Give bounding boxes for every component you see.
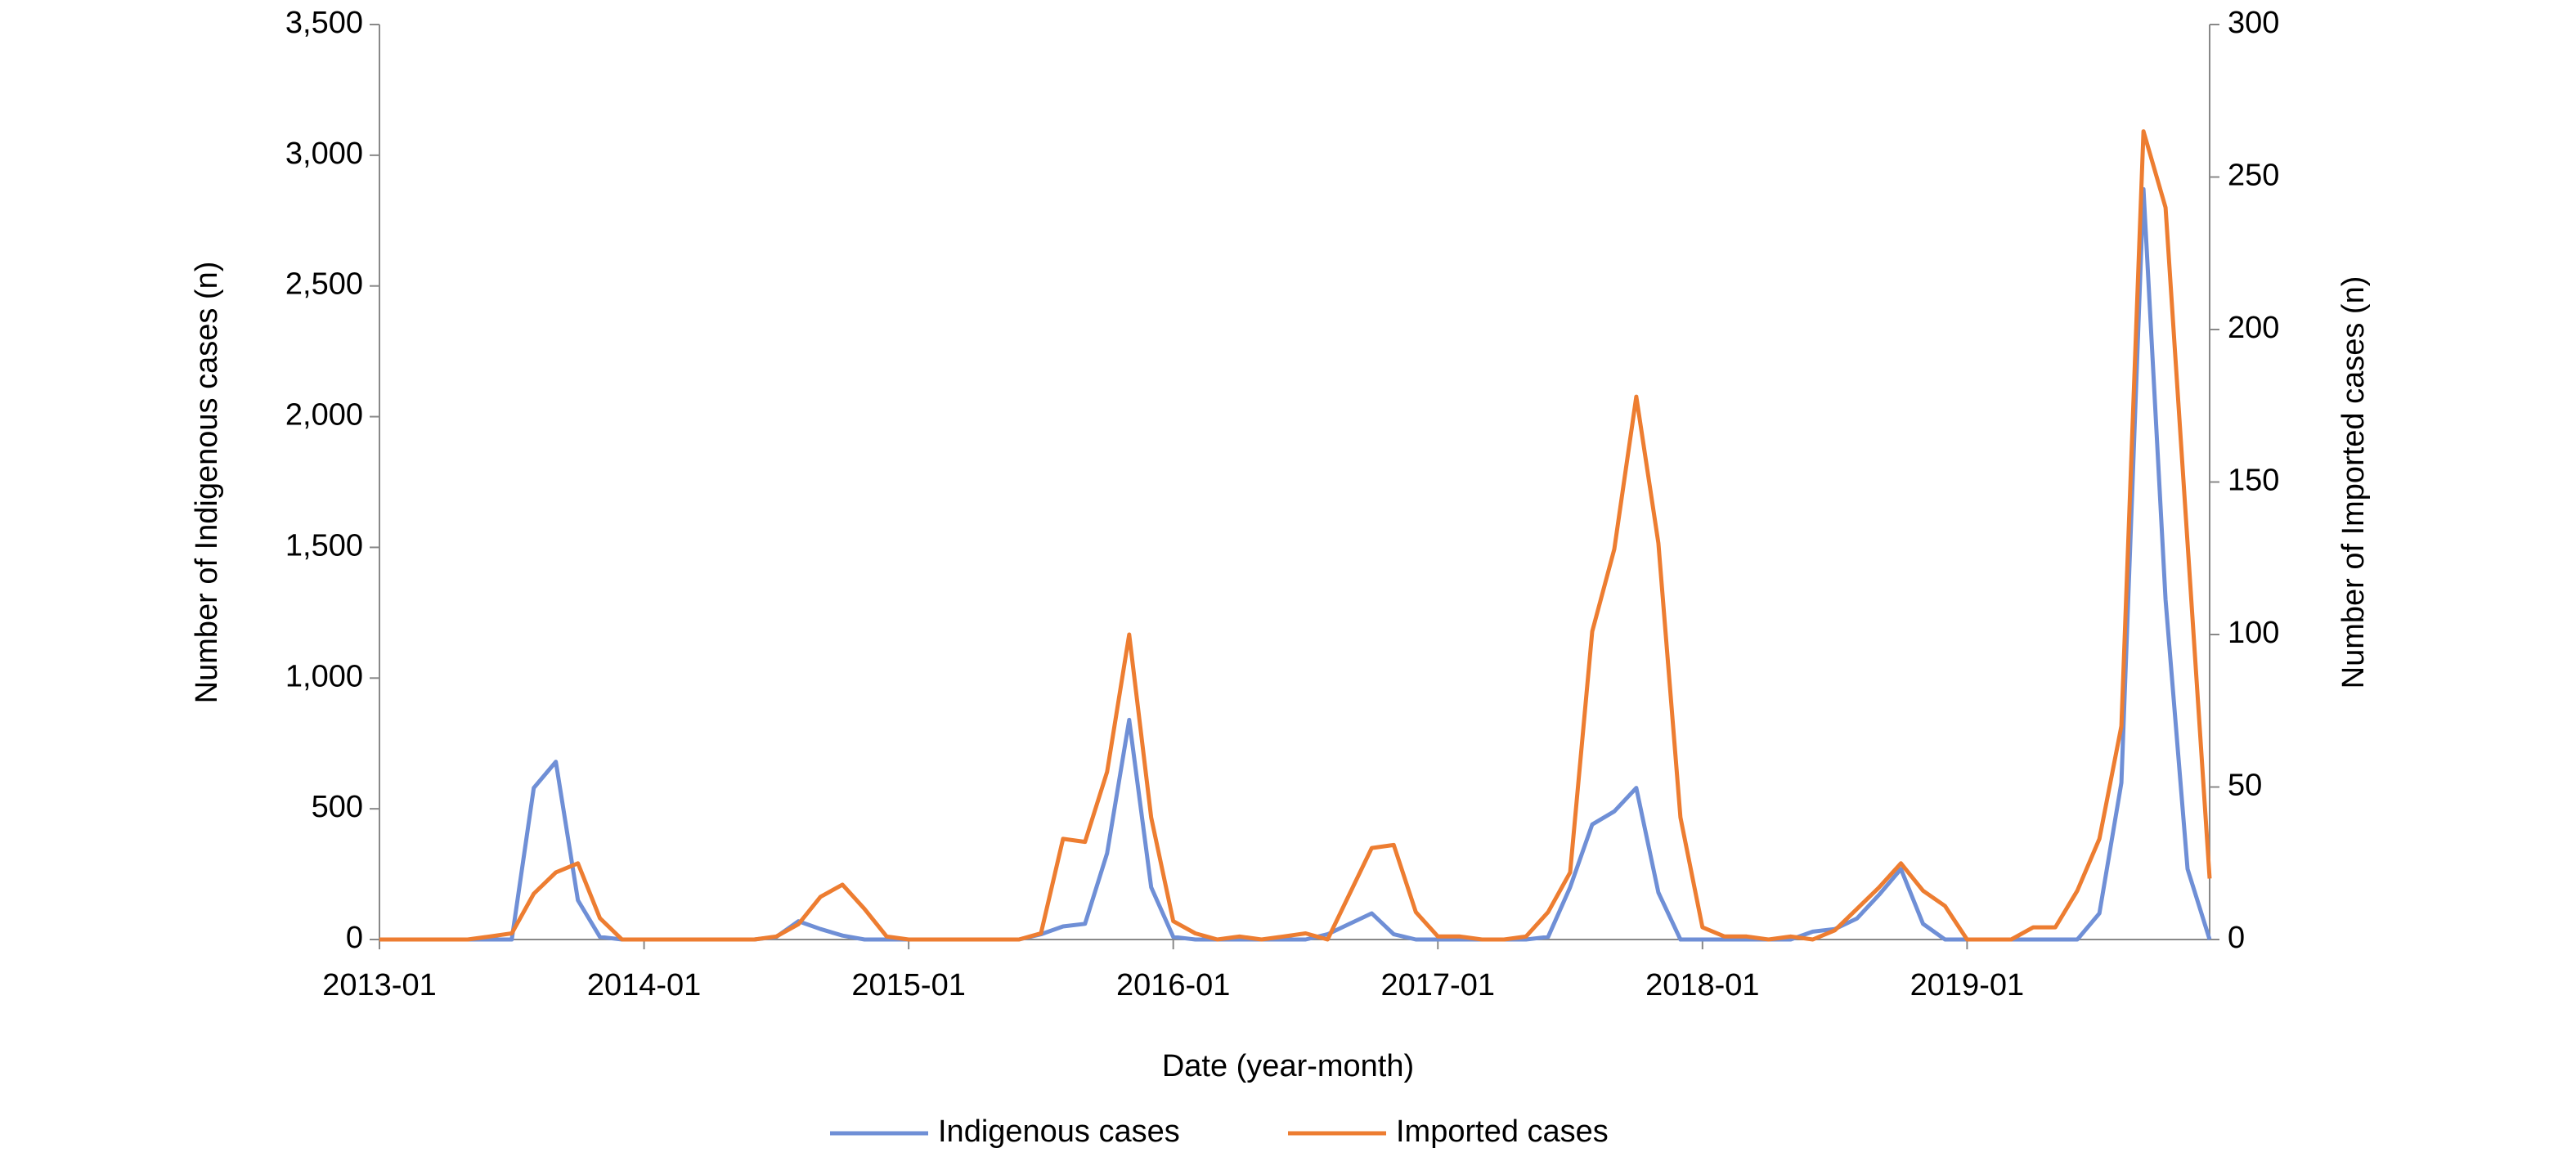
- y2-tick-label: 50: [2228, 769, 2262, 803]
- y-tick-label: 0: [346, 921, 363, 955]
- y-tick-label: 2,000: [285, 398, 363, 433]
- y-tick-label: 1,500: [285, 528, 363, 563]
- y2-tick-label: 150: [2228, 464, 2279, 498]
- y-tick-label: 3,000: [285, 137, 363, 171]
- x-tick-label: 2014-01: [587, 968, 701, 1002]
- x-axis-title: Date (year-month): [1162, 1049, 1414, 1083]
- y2-tick-label: 100: [2228, 616, 2279, 650]
- x-tick-label: 2018-01: [1645, 968, 1759, 1002]
- x-tick-label: 2015-01: [851, 968, 965, 1002]
- x-tick-label: 2016-01: [1116, 968, 1230, 1002]
- y2-tick-label: 0: [2228, 921, 2245, 955]
- y-tick-label: 1,000: [285, 659, 363, 693]
- x-tick-label: 2013-01: [322, 968, 436, 1002]
- legend-label: Imported cases: [1396, 1114, 1609, 1149]
- y2-tick-label: 200: [2228, 311, 2279, 345]
- x-tick-label: 2017-01: [1381, 968, 1495, 1002]
- y2-tick-label: 250: [2228, 159, 2279, 193]
- legend-label: Indigenous cases: [938, 1114, 1180, 1149]
- y-tick-label: 2,500: [285, 267, 363, 302]
- y-axis-title: Number of Indigenous cases (n): [190, 262, 224, 704]
- line-series: [379, 186, 2212, 942]
- line-series: [379, 129, 2212, 942]
- y2-axis-title: Number of Imported cases (n): [2336, 276, 2371, 689]
- y-tick-label: 500: [312, 790, 363, 824]
- y-tick-label: 3,500: [285, 6, 363, 40]
- x-tick-label: 2019-01: [1910, 968, 2024, 1002]
- y2-tick-label: 300: [2228, 6, 2279, 40]
